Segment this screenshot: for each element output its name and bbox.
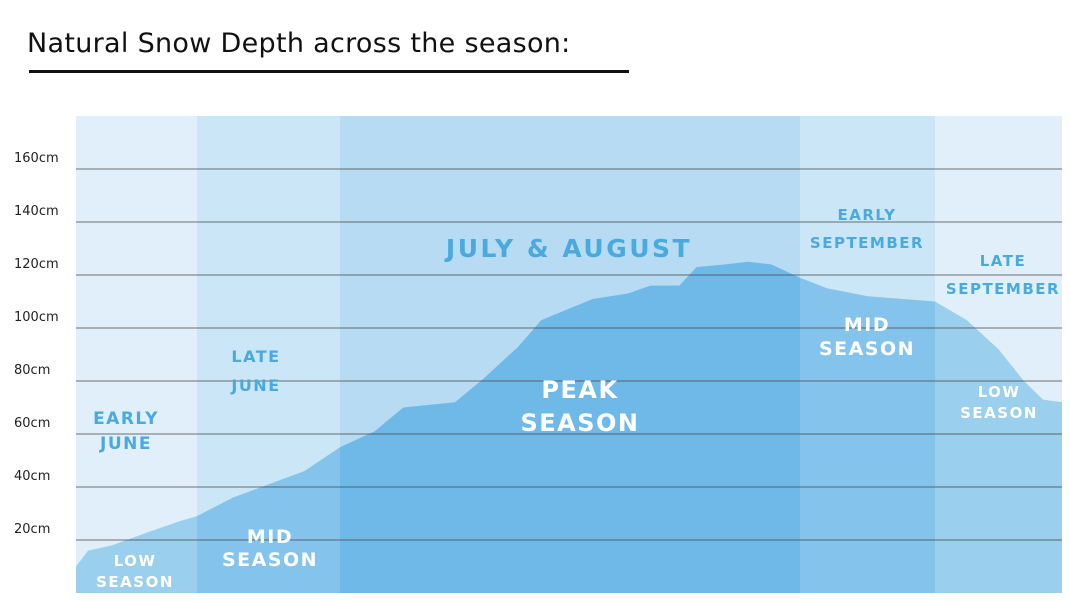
chart-title: Natural Snow Depth across the season: bbox=[27, 28, 571, 59]
season-label: SEASON bbox=[96, 573, 174, 591]
season-label: MID bbox=[844, 314, 890, 336]
y-tick-label: 60cm bbox=[14, 416, 50, 431]
period-label: JUNE bbox=[230, 376, 280, 395]
season-label: LOW bbox=[978, 383, 1021, 401]
season-label: LOW bbox=[114, 552, 157, 570]
y-axis-ticks: 20cm 40cm 60cm 80cm 100cm 120cm 140cm 160cm bbox=[14, 151, 59, 537]
season-label: SEASON bbox=[222, 549, 318, 571]
y-tick-label: 20cm bbox=[14, 522, 50, 537]
title-underline bbox=[29, 70, 629, 73]
period-label: SEPTEMBER bbox=[810, 234, 924, 252]
season-label: MID bbox=[247, 526, 293, 548]
period-label: JULY & AUGUST bbox=[444, 234, 692, 263]
period-labels: EARLY JUNE LATE JUNE JULY & AUGUST EARLY SEPTE… bbox=[93, 206, 1060, 454]
period-label: SEPTEMBER bbox=[946, 280, 1060, 298]
y-tick-label: 140cm bbox=[14, 204, 59, 219]
period-label: EARLY bbox=[838, 206, 897, 224]
area-band-3 bbox=[800, 261, 935, 593]
season-labels: LOWSEASONMIDSEASONPEAKSEASONMIDSEASONLOW… bbox=[96, 314, 1038, 591]
y-tick-label: 80cm bbox=[14, 363, 50, 378]
period-label: JUNE bbox=[99, 434, 152, 454]
season-label: PEAK bbox=[541, 376, 618, 404]
y-tick-label: 40cm bbox=[14, 469, 50, 484]
gridlines bbox=[76, 168, 1062, 541]
season-label: SEASON bbox=[819, 338, 915, 360]
y-tick-label: 100cm bbox=[14, 310, 59, 325]
period-label: LATE bbox=[231, 347, 280, 366]
season-label: SEASON bbox=[520, 409, 639, 437]
period-label: EARLY bbox=[93, 409, 159, 429]
y-tick-label: 160cm bbox=[14, 151, 59, 166]
season-label: SEASON bbox=[960, 404, 1038, 422]
y-tick-label: 120cm bbox=[14, 257, 59, 272]
zone-low-0 bbox=[76, 116, 197, 593]
period-label: LATE bbox=[980, 252, 1026, 270]
